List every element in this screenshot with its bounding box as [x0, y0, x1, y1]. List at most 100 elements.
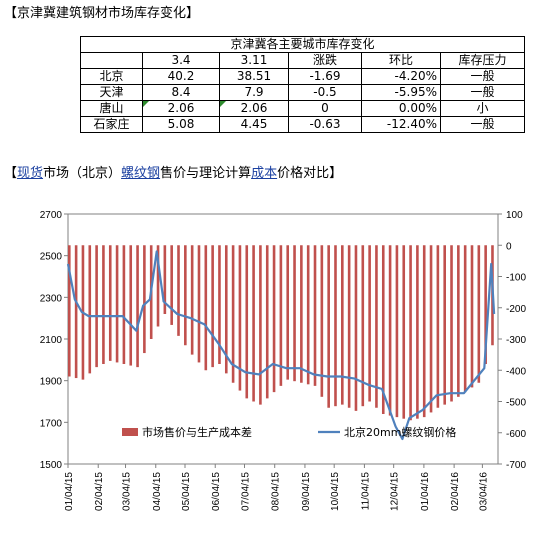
- table-row: 石家庄 5.08 4.45 -0.63 -12.40% 一般: [80, 116, 526, 133]
- y-left-tick-label: 2500: [40, 252, 62, 263]
- pct-cell: -5.95%: [361, 84, 441, 101]
- bar: [320, 245, 324, 397]
- y-right-tick-label: 100: [506, 210, 523, 221]
- y-right-tick-label: -500: [506, 398, 526, 409]
- value-cell: 2.06: [219, 100, 289, 117]
- bar: [204, 245, 208, 371]
- bar: [211, 245, 214, 368]
- x-tick-label: 08/04/15: [271, 472, 282, 511]
- bar: [177, 245, 180, 336]
- value-cell: 38.51: [219, 68, 289, 85]
- x-tick-label: 06/04/15: [211, 472, 222, 511]
- link-rebar[interactable]: 螺纹钢: [121, 166, 161, 181]
- bar: [347, 245, 351, 408]
- bar: [422, 245, 426, 418]
- bar: [388, 245, 392, 416]
- bar: [197, 245, 201, 363]
- link-cost[interactable]: 成本: [251, 166, 278, 181]
- price-line: [66, 250, 496, 441]
- value-cell: 7.9: [219, 84, 289, 101]
- x-tick-label: 03/04/15: [122, 472, 133, 511]
- header-cell: 库存压力: [439, 52, 526, 69]
- bar: [341, 245, 344, 405]
- bar: [259, 245, 262, 405]
- link-spot[interactable]: 现货: [17, 166, 44, 181]
- pressure-cell: 一般: [439, 84, 526, 101]
- pressure-cell: 小: [439, 100, 526, 117]
- bar: [190, 245, 194, 355]
- bar: [88, 245, 92, 374]
- pressure-cell: 一般: [439, 116, 526, 133]
- x-tick-label: 04/04/15: [152, 472, 163, 511]
- table-row: 天津 8.4 7.9 -0.5 -5.95% 一般: [80, 84, 526, 101]
- bar: [231, 245, 235, 383]
- change-cell: 0: [288, 100, 362, 117]
- title-text: 市场（北京）: [43, 166, 122, 181]
- y-right-tick-label: -300: [506, 335, 526, 346]
- table-title-row: 京津冀各主要城市库存变化: [79, 36, 526, 53]
- header-cell: 涨跌: [288, 52, 362, 69]
- bar: [457, 245, 460, 397]
- bar: [381, 245, 385, 414]
- bar: [334, 245, 337, 407]
- x-tick-label: 09/04/15: [301, 472, 312, 511]
- header-cell: 环比: [361, 52, 441, 69]
- city-cell: 石家庄: [80, 116, 143, 133]
- x-tick-label: 05/04/15: [181, 472, 192, 511]
- section-title-price-cost: 【现货市场（北京）螺纹钢售价与理论计算成本价格对比】: [4, 162, 342, 181]
- legend-bar-label: 市场售价与生产成本差: [142, 425, 252, 439]
- bar: [170, 245, 173, 325]
- bar: [218, 245, 221, 364]
- x-tick-label: 07/04/15: [240, 472, 251, 511]
- bar: [156, 245, 160, 327]
- bar: [327, 245, 330, 408]
- bar: [279, 245, 283, 386]
- legend-line-label: 北京20mm螺纹钢价格: [344, 425, 456, 439]
- y-right-tick-label: -700: [506, 460, 526, 471]
- value-cell: 8.4: [142, 84, 220, 101]
- x-tick-label: 10/04/15: [330, 472, 341, 511]
- bar: [395, 245, 399, 418]
- y-right-tick-label: -400: [506, 366, 526, 377]
- bar: [402, 245, 406, 419]
- pct-cell: -12.40%: [361, 116, 441, 133]
- table-row: 北京 40.2 38.51 -1.69 -4.20% 一般: [80, 68, 526, 85]
- y-left-tick-label: 2100: [40, 335, 62, 346]
- y-right-tick-label: -200: [506, 304, 526, 315]
- value-cell: 40.2: [142, 68, 220, 85]
- bar: [238, 245, 242, 391]
- price-cost-chart: 1500 1700 1900 2100 2300 2500 2700 -700 -600 -500…: [40, 188, 550, 540]
- bar: [484, 245, 487, 364]
- y-right-tick-label: -100: [506, 273, 526, 284]
- bar: [477, 245, 481, 383]
- bar: [68, 245, 71, 377]
- section-title-inventory: 【京津冀建筑钢材市场库存变化】: [4, 6, 200, 21]
- bar: [95, 245, 98, 368]
- inventory-table: 京津冀各主要城市库存变化 3.4 3.11 涨跌 环比 库存压力 北京 40.2…: [79, 36, 526, 133]
- value-cell: 2.06: [142, 100, 220, 117]
- pct-cell: 0.00%: [361, 100, 441, 117]
- table-title: 京津冀各主要城市库存变化: [79, 36, 526, 53]
- x-tick-label: 02/04/16: [450, 472, 461, 511]
- bar: [450, 245, 453, 402]
- city-cell: 北京: [80, 68, 143, 85]
- x-tick-label: 01/04/16: [420, 472, 431, 511]
- table-row: 唐山 2.06 2.06 0 0.00% 小: [80, 100, 526, 117]
- pressure-cell: 一般: [439, 68, 526, 85]
- change-cell: -0.63: [288, 116, 362, 133]
- bar: [293, 245, 296, 382]
- y-left-tick-label: 1700: [40, 418, 62, 429]
- bar: [122, 245, 126, 364]
- header-cell: 3.4: [142, 52, 220, 69]
- bar: [416, 245, 419, 419]
- bar: [184, 245, 187, 346]
- bar: [245, 245, 249, 399]
- bar: [224, 245, 228, 374]
- bar: [463, 245, 467, 393]
- value-cell: 4.45: [219, 116, 289, 133]
- pct-cell: -4.20%: [361, 68, 441, 85]
- x-tick-label: 12/04/15: [390, 472, 401, 511]
- bar: [252, 245, 255, 402]
- bar: [470, 245, 474, 388]
- x-tick-label: 11/04/15: [360, 472, 371, 511]
